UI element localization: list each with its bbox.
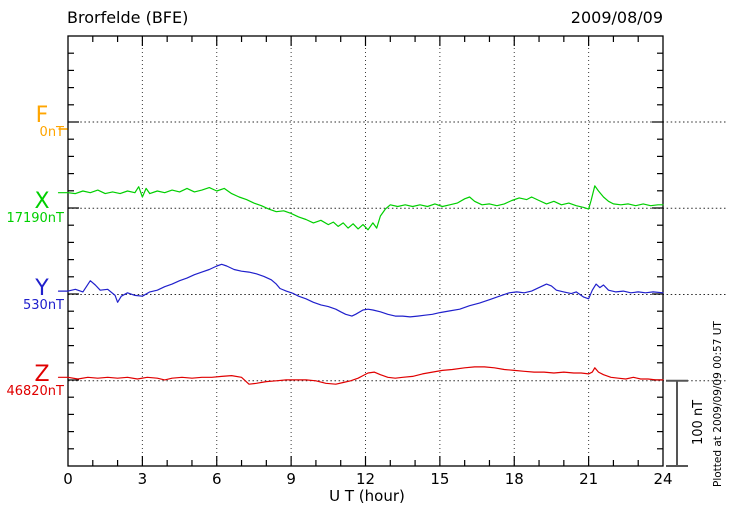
station-title: Brorfelde (BFE) (67, 8, 189, 27)
component-baseline-value-x: 17190nT (6, 211, 64, 227)
x-tick-label: 9 (286, 470, 296, 488)
component-label-y: Y (35, 275, 49, 301)
x-tick-label: 6 (211, 470, 222, 488)
component-baseline-value-f: 0nT (39, 125, 64, 140)
x-tick-label: 24 (653, 470, 673, 488)
date-label: 2009/08/09 (570, 8, 663, 27)
component-baseline-value-z: 46820nT (6, 383, 64, 399)
component-label-f: F (35, 103, 49, 128)
x-tick-label: 21 (579, 470, 599, 488)
x-tick-label: 18 (504, 470, 524, 488)
x-tick-label: 3 (137, 470, 148, 488)
plotted-at-note: Plotted at 2009/09/09 00:57 UT (712, 321, 724, 487)
component-label-x: X (34, 189, 50, 215)
x-tick-label: 15 (430, 470, 450, 488)
scale-bar-label: 100 nT (691, 399, 706, 445)
x-axis-title: U T (hour) (329, 487, 405, 505)
x-tick-label: 0 (63, 470, 73, 488)
x-tick-label: 12 (355, 470, 376, 488)
component-baseline-value-y: 530nT (23, 297, 64, 313)
component-label-z: Z (34, 361, 50, 387)
